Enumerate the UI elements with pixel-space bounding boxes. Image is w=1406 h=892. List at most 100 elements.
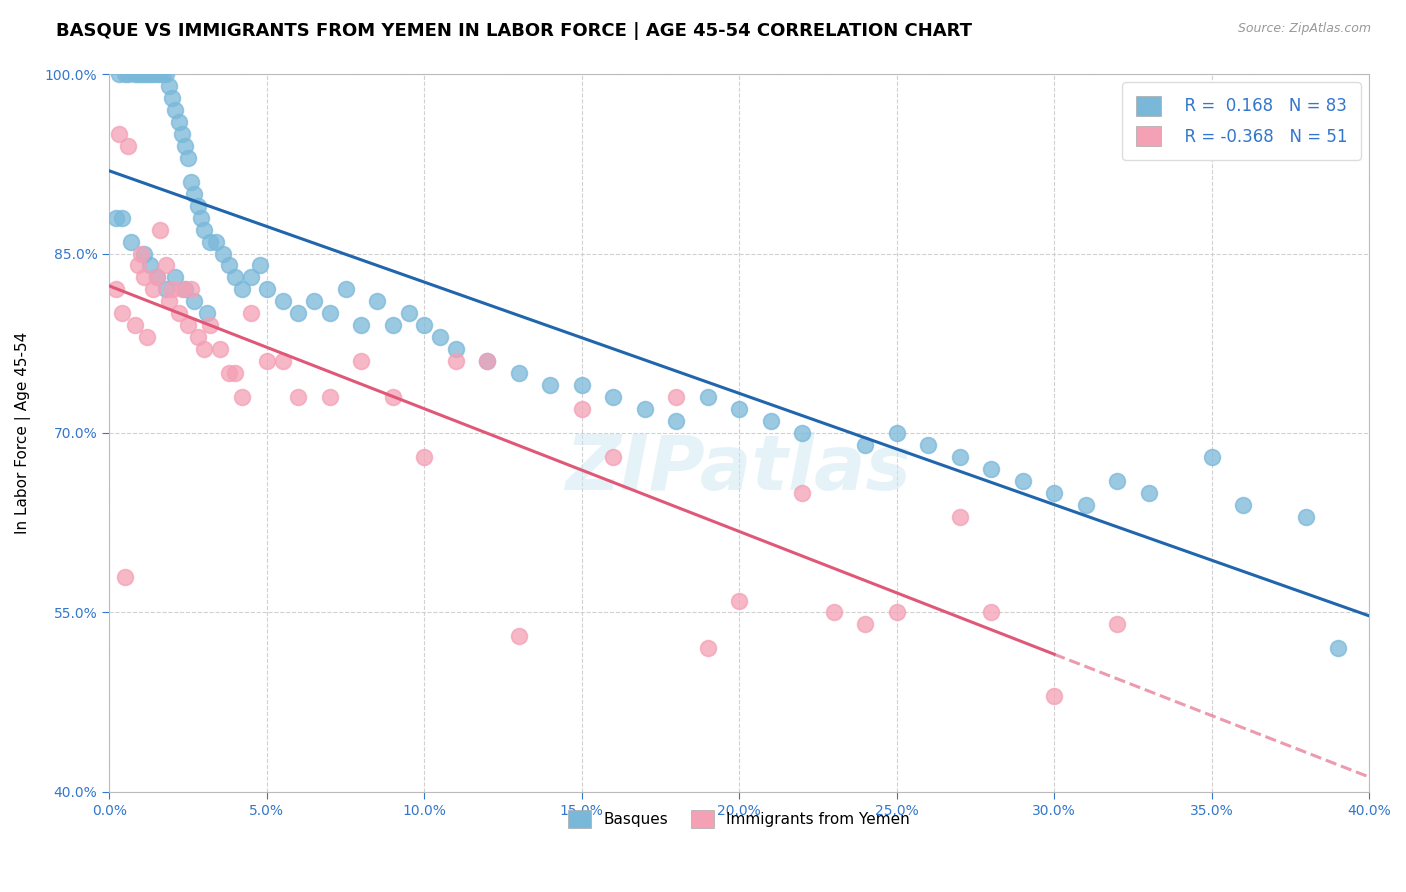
Point [319,390,342,404]
Point [1043,690,1066,704]
Point [198,235,221,249]
Point [823,606,845,620]
Point [142,282,165,296]
Point [240,270,263,285]
Point [180,175,202,189]
Point [170,127,193,141]
Point [1107,474,1129,488]
Point [174,138,197,153]
Point [792,485,814,500]
Point [381,318,404,333]
Point [162,91,184,105]
Point [477,354,499,368]
Point [602,390,624,404]
Point [949,450,972,464]
Point [571,402,593,417]
Point [111,306,134,320]
Point [256,282,278,296]
Point [231,390,253,404]
Point [508,629,530,643]
Point [149,222,172,236]
Point [117,138,139,153]
Point [167,306,190,320]
Point [249,259,271,273]
Point [366,294,388,309]
Point [167,115,190,129]
Point [132,246,155,260]
Point [1043,485,1066,500]
Point [413,318,436,333]
Point [104,211,127,225]
Point [398,306,420,320]
Point [208,343,231,357]
Point [429,330,451,344]
Point [665,414,688,428]
Point [1011,474,1033,488]
Point [193,222,215,236]
Point [124,318,146,333]
Point [145,270,167,285]
Point [180,282,202,296]
Point [1137,485,1160,500]
Point [155,282,177,296]
Y-axis label: In Labor Force | Age 45-54: In Labor Force | Age 45-54 [15,332,31,534]
Point [129,246,152,260]
Point [240,306,263,320]
Point [117,67,139,81]
Point [1232,498,1254,512]
Point [287,306,309,320]
Point [571,378,593,392]
Point [104,282,127,296]
Point [183,186,205,201]
Point [139,67,162,81]
Point [193,343,215,357]
Point [508,366,530,380]
Point [107,67,129,81]
Point [114,67,136,81]
Point [145,270,167,285]
Point [444,343,467,357]
Point [477,354,499,368]
Point [190,211,212,225]
Point [136,330,159,344]
Point [980,462,1002,476]
Point [302,294,325,309]
Point [139,259,162,273]
Point [350,354,373,368]
Point [157,78,180,93]
Point [1326,641,1348,656]
Text: Source: ZipAtlas.com: Source: ZipAtlas.com [1237,22,1371,36]
Point [696,390,718,404]
Point [132,67,155,81]
Point [195,306,218,320]
Point [120,235,142,249]
Text: ZIPatlas: ZIPatlas [567,432,912,506]
Point [111,211,134,225]
Point [142,67,165,81]
Point [980,606,1002,620]
Point [886,425,908,440]
Point [149,67,172,81]
Point [1201,450,1223,464]
Point [224,270,246,285]
Text: BASQUE VS IMMIGRANTS FROM YEMEN IN LABOR FORCE | AGE 45-54 CORRELATION CHART: BASQUE VS IMMIGRANTS FROM YEMEN IN LABOR… [56,22,972,40]
Point [211,246,233,260]
Point [224,366,246,380]
Point [129,67,152,81]
Point [538,378,561,392]
Point [218,259,240,273]
Point [853,617,876,632]
Point [1295,509,1317,524]
Point [198,318,221,333]
Point [1074,498,1097,512]
Point [287,390,309,404]
Point [145,67,167,81]
Point [728,402,751,417]
Legend: Basques, Immigrants from Yemen: Basques, Immigrants from Yemen [562,804,917,835]
Point [186,330,208,344]
Point [350,318,373,333]
Point [124,67,146,81]
Point [853,438,876,452]
Point [155,259,177,273]
Point [157,294,180,309]
